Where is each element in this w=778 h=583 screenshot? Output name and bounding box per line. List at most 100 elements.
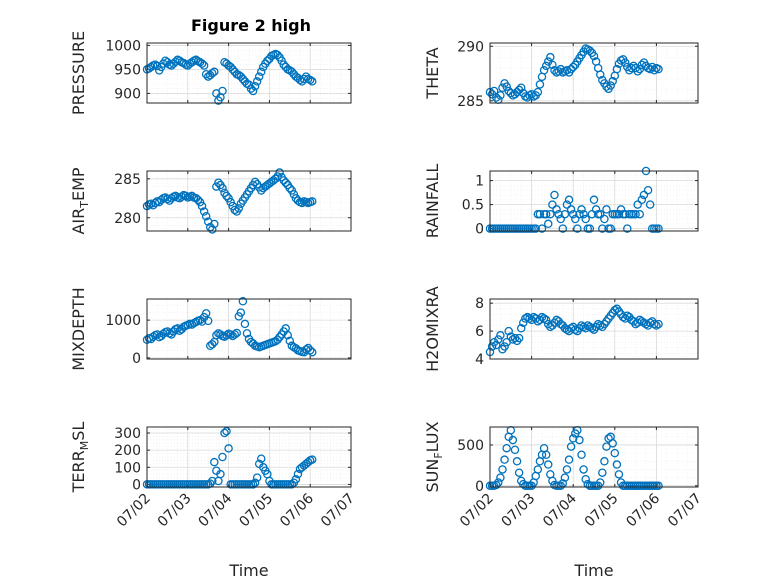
data-point — [157, 195, 166, 205]
series-points — [485, 426, 663, 491]
data-point — [496, 331, 505, 340]
data-point — [541, 209, 551, 219]
data-point — [535, 80, 545, 89]
data-point — [650, 66, 659, 75]
data-point — [645, 200, 655, 209]
subplot-5: 0 1000 MIXDEPTH — [69, 287, 352, 371]
y-tick-label: 285 — [457, 94, 484, 110]
axes-box — [489, 170, 699, 232]
data-point — [604, 434, 613, 443]
y-tick-label: 8 — [475, 296, 484, 312]
data-point — [600, 457, 609, 466]
data-point — [654, 224, 663, 233]
data-point — [256, 454, 266, 463]
data-point — [571, 214, 580, 224]
data-point — [208, 340, 217, 349]
data-point — [581, 214, 590, 224]
y-axis-label-text: SUNFLUX — [423, 421, 445, 492]
data-point — [197, 201, 207, 211]
data-point — [654, 64, 663, 74]
y-tick-label: 500 — [457, 438, 484, 454]
y-tick-label: 0 — [475, 222, 484, 238]
data-point — [614, 209, 624, 219]
data-point — [533, 465, 543, 474]
data-point — [618, 312, 628, 322]
data-point — [554, 67, 563, 76]
data-point — [191, 55, 201, 65]
data-point — [208, 68, 217, 78]
data-point — [504, 326, 513, 336]
data-point — [500, 455, 509, 464]
data-point — [246, 84, 256, 93]
data-point — [600, 214, 609, 224]
y-tick-label: 0 — [475, 479, 484, 495]
data-point — [579, 322, 588, 332]
data-point — [510, 445, 520, 455]
axes-box — [489, 426, 699, 488]
data-point — [568, 62, 578, 72]
data-point — [616, 205, 626, 214]
x-tick-label: 07/06 — [277, 490, 317, 530]
data-point — [228, 65, 237, 74]
data-point — [571, 325, 580, 334]
series-points — [142, 49, 317, 105]
subplot-1: 900 950 1000 PRESSURE — [69, 31, 352, 115]
data-point — [177, 192, 186, 201]
x-tick-label: 07/05 — [236, 491, 276, 531]
y-tick-label: 100 — [114, 460, 141, 476]
data-point — [508, 335, 518, 344]
data-point — [558, 224, 568, 233]
y-axis-label-text: MIXDEPTH — [69, 287, 88, 370]
y-tick-label: 1000 — [105, 38, 141, 54]
data-point — [307, 347, 317, 357]
y-axis-label: RAINFALL — [423, 164, 442, 239]
axes-box — [146, 170, 352, 232]
series-points — [142, 297, 317, 357]
data-point — [214, 178, 223, 187]
data-point — [541, 315, 551, 325]
data-point — [487, 342, 497, 351]
data-point — [238, 297, 248, 306]
x-tick-label: 07/02 — [114, 491, 154, 531]
data-point — [508, 435, 518, 445]
data-point — [564, 195, 574, 205]
y-axis-label: THETA — [423, 47, 442, 99]
data-point — [208, 476, 217, 486]
data-point — [283, 330, 293, 340]
x-tick-label: 07/06 — [623, 490, 663, 530]
data-point — [560, 473, 570, 482]
y-tick-label: 1 — [475, 174, 484, 190]
data-point — [587, 209, 597, 219]
data-point — [491, 340, 501, 350]
data-point — [637, 195, 647, 205]
data-point — [612, 64, 622, 74]
data-point — [148, 332, 158, 341]
data-point — [568, 209, 578, 219]
data-point — [639, 190, 649, 200]
data-point — [234, 204, 244, 213]
data-point — [152, 330, 162, 339]
data-point — [543, 219, 553, 229]
y-tick-label: 200 — [114, 443, 141, 459]
data-point — [285, 336, 295, 346]
data-point — [650, 319, 659, 329]
data-point — [531, 224, 541, 233]
y-axis-label: MIXDEPTH — [69, 287, 88, 370]
data-point — [273, 50, 282, 60]
data-point — [560, 209, 570, 219]
data-point — [491, 480, 501, 490]
x-tick-label: 07/03 — [499, 491, 539, 531]
data-point — [271, 174, 280, 184]
data-point — [201, 211, 211, 221]
data-point — [498, 465, 507, 474]
data-point — [506, 88, 516, 98]
data-point — [608, 439, 617, 448]
data-point — [606, 81, 615, 90]
data-point — [589, 195, 599, 205]
data-point — [297, 198, 307, 208]
data-point — [566, 205, 576, 214]
data-point — [232, 328, 242, 338]
data-point — [525, 314, 534, 323]
data-point — [548, 476, 557, 486]
data-point — [287, 480, 297, 489]
